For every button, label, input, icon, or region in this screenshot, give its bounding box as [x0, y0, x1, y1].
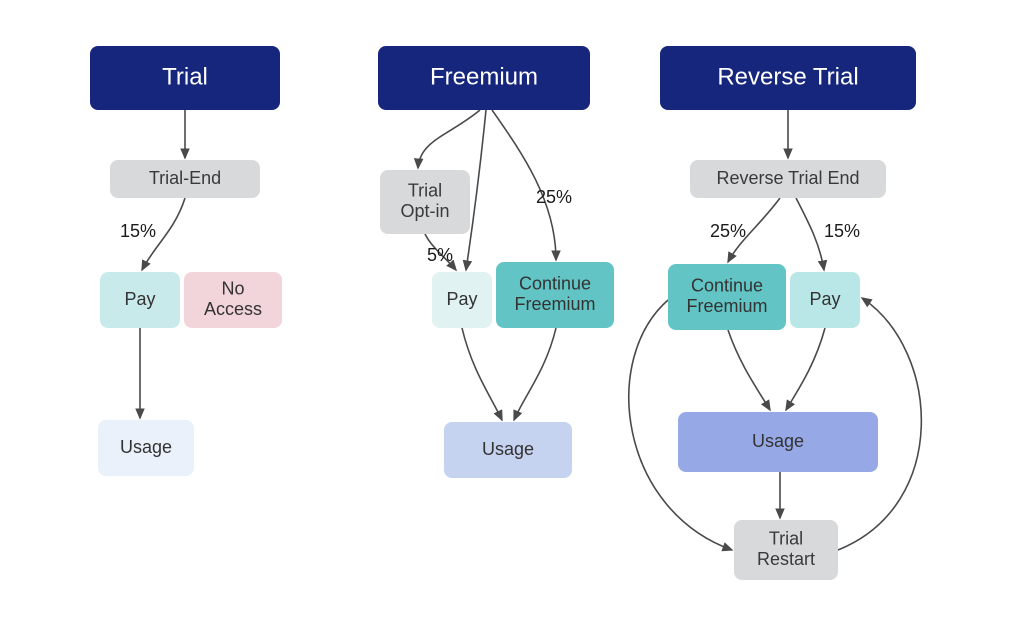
node-trial_end: Trial-End — [110, 160, 260, 198]
edge — [786, 328, 825, 410]
node-label: Reverse Trial — [717, 63, 858, 90]
edge-label: 25% — [536, 187, 572, 207]
node-rev_usage: Usage — [678, 412, 878, 472]
edge — [462, 328, 502, 420]
edge-label: 15% — [824, 221, 860, 241]
node-label: Usage — [120, 437, 172, 457]
node-label: Freemium — [514, 294, 595, 314]
edge-label: 15% — [120, 221, 156, 241]
node-rev_restart: TrialRestart — [734, 520, 838, 580]
node-label: Trial — [408, 180, 442, 200]
node-label: Restart — [757, 549, 815, 569]
flowchart-canvas: Trial Trial-End Pay NoAccess Usage Freemium Tr… — [0, 0, 1024, 640]
node-rev_header: Reverse Trial — [660, 46, 916, 110]
node-label: No — [221, 278, 244, 298]
node-rev_cont: ContinueFreemium — [668, 264, 786, 330]
edge — [728, 330, 770, 410]
node-label: Usage — [482, 439, 534, 459]
node-label: Opt-in — [400, 201, 449, 221]
node-label: Pay — [124, 289, 155, 309]
edge-label: 5% — [427, 245, 453, 265]
node-trial_noaccess: NoAccess — [184, 272, 282, 328]
edge — [418, 110, 480, 168]
node-label: Reverse Trial End — [716, 168, 859, 188]
node-freemium_optin: TrialOpt-in — [380, 170, 470, 234]
node-label: Freemium — [430, 63, 538, 90]
node-freemium_header: Freemium — [378, 46, 590, 110]
node-label: Trial — [769, 528, 803, 548]
node-label: Freemium — [686, 296, 767, 316]
node-label: Pay — [809, 289, 840, 309]
node-label: Trial-End — [149, 168, 221, 188]
node-label: Trial — [162, 63, 208, 90]
node-label: Usage — [752, 431, 804, 451]
node-trial_pay: Pay — [100, 272, 180, 328]
node-freemium_usage: Usage — [444, 422, 572, 478]
edge-label: 25% — [710, 221, 746, 241]
node-trial_header: Trial — [90, 46, 280, 110]
node-rev_pay: Pay — [790, 272, 860, 328]
node-label: Access — [204, 299, 262, 319]
edge — [796, 198, 824, 270]
node-trial_usage: Usage — [98, 420, 194, 476]
node-freemium_cont: ContinueFreemium — [496, 262, 614, 328]
node-label: Continue — [519, 273, 591, 293]
node-label: Pay — [446, 289, 477, 309]
node-label: Continue — [691, 275, 763, 295]
node-rev_end: Reverse Trial End — [690, 160, 886, 198]
edge — [492, 110, 556, 260]
edge — [514, 328, 556, 420]
node-freemium_pay: Pay — [432, 272, 492, 328]
edge-labels-layer: 15% 5% 25% 25% 15% — [120, 187, 860, 265]
